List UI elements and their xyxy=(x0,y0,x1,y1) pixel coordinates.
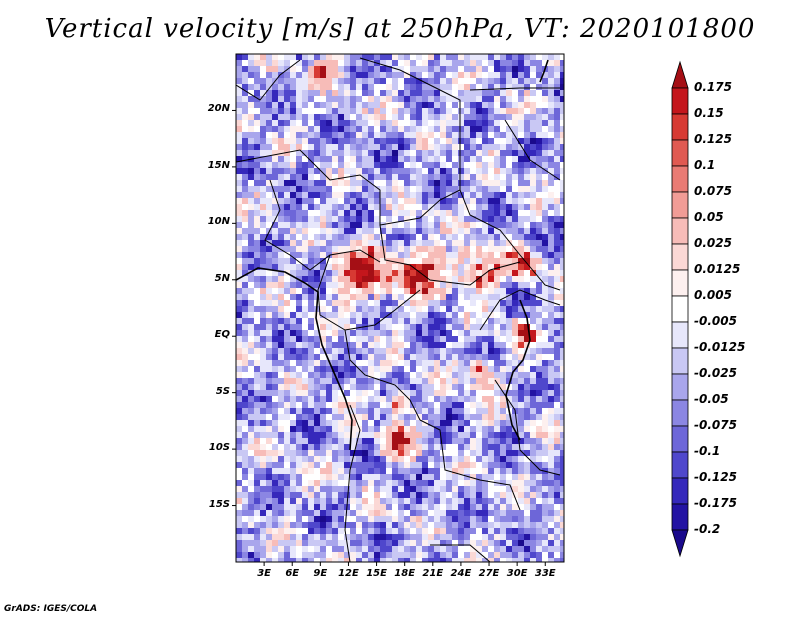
grads-credit: GrADS: IGES/COLA xyxy=(4,604,98,614)
colorbar-tick-label: 0.0125 xyxy=(694,262,741,276)
colorbar-swatch xyxy=(671,217,689,245)
map-frame xyxy=(235,53,565,563)
border-line xyxy=(344,404,361,562)
colorbar-tick-label: -0.125 xyxy=(694,470,737,484)
colorbar-swatch xyxy=(671,399,689,427)
colorbar-swatch xyxy=(671,295,689,323)
border-line xyxy=(494,379,561,476)
border-line xyxy=(264,179,381,271)
chart-title: Vertical velocity [m/s] at 250hPa, VT: 2… xyxy=(44,14,756,44)
colorbar-tick-label: -0.05 xyxy=(694,392,729,406)
coast-line xyxy=(539,59,549,83)
colorbar-swatch xyxy=(671,191,689,219)
lon-tick-label: 30E xyxy=(506,568,528,579)
lat-tick-label: 10S xyxy=(208,442,230,454)
lat-tick-label: 10N xyxy=(207,216,230,228)
lat-tick-label: 15N xyxy=(207,159,230,171)
lon-tick-label: 33E xyxy=(534,568,556,579)
colorbar-swatch xyxy=(671,373,689,401)
lon-tick-label: 27E xyxy=(478,568,500,579)
coast-line xyxy=(236,267,353,451)
colorbar-tick-label: -0.1 xyxy=(694,444,721,458)
colorbar-swatch xyxy=(671,87,689,115)
border-line xyxy=(469,87,560,91)
colorbar-tick-label: 0.15 xyxy=(694,106,724,120)
colorbar-swatch xyxy=(671,139,689,167)
colorbar-tick-label: 0.05 xyxy=(694,210,724,224)
border-line xyxy=(459,189,561,291)
colorbar-tick-label: 0.125 xyxy=(694,132,732,146)
border-line xyxy=(379,224,521,286)
lon-tick-label: 18E xyxy=(394,568,416,579)
lon-tick-label: 3E xyxy=(257,568,271,579)
colorbar-tick-label: 0.025 xyxy=(694,236,732,250)
colorbar-swatch xyxy=(671,60,689,89)
lon-tick-label: 6E xyxy=(285,568,300,579)
border-line xyxy=(236,59,301,101)
axis-ticks xyxy=(232,109,546,566)
lat-tick-label: 15S xyxy=(208,498,230,510)
colorbar-swatch xyxy=(671,165,689,193)
colorbar-tick-label: -0.175 xyxy=(694,496,737,510)
colorbar-tick-label: 0.075 xyxy=(694,184,732,198)
colorbar-swatch xyxy=(671,503,689,531)
colorbar-swatch xyxy=(671,269,689,297)
lat-tick-label: 5N xyxy=(214,272,230,284)
coast-line xyxy=(505,299,531,441)
colorbar-tick-label: -0.2 xyxy=(694,522,721,536)
lon-tick-label: 15E xyxy=(366,568,387,579)
lat-tick-label: EQ xyxy=(214,329,230,341)
border-line xyxy=(344,329,421,421)
colorbar-tick-label: 0.005 xyxy=(694,288,732,302)
lon-tick-label: 9E xyxy=(313,568,328,579)
lat-tick-label: 5S xyxy=(215,385,230,397)
coastlines xyxy=(236,59,549,451)
border-line xyxy=(479,289,561,331)
border-line xyxy=(236,57,461,226)
country-borders xyxy=(236,57,561,562)
colorbar-swatch xyxy=(671,529,689,558)
colorbar-swatch xyxy=(671,321,689,349)
colorbar xyxy=(671,60,689,558)
colorbar-tick-label: 0.175 xyxy=(694,80,732,94)
colorbar-tick-label: -0.005 xyxy=(694,314,737,328)
border-line xyxy=(419,419,521,511)
lon-tick-label: 21E xyxy=(422,568,444,579)
colorbar-tick-label: -0.075 xyxy=(694,418,737,432)
colorbar-swatch xyxy=(671,113,689,141)
velocity-field xyxy=(236,54,564,562)
lat-tick-label: 20N xyxy=(207,103,230,115)
colorbar-tick-label: 0.1 xyxy=(694,158,716,172)
border-line xyxy=(504,119,561,181)
colorbar-swatch xyxy=(671,425,689,453)
colorbar-swatch xyxy=(671,477,689,505)
colorbar-swatch xyxy=(671,243,689,271)
lon-tick-label: 12E xyxy=(338,568,359,579)
colorbar-swatch xyxy=(671,347,689,375)
colorbar-tick-label: -0.025 xyxy=(694,366,737,380)
border-line xyxy=(430,544,491,562)
colorbar-swatch xyxy=(671,451,689,479)
colorbar-tick-label: -0.0125 xyxy=(694,340,746,354)
lon-tick-label: 24E xyxy=(450,568,472,579)
